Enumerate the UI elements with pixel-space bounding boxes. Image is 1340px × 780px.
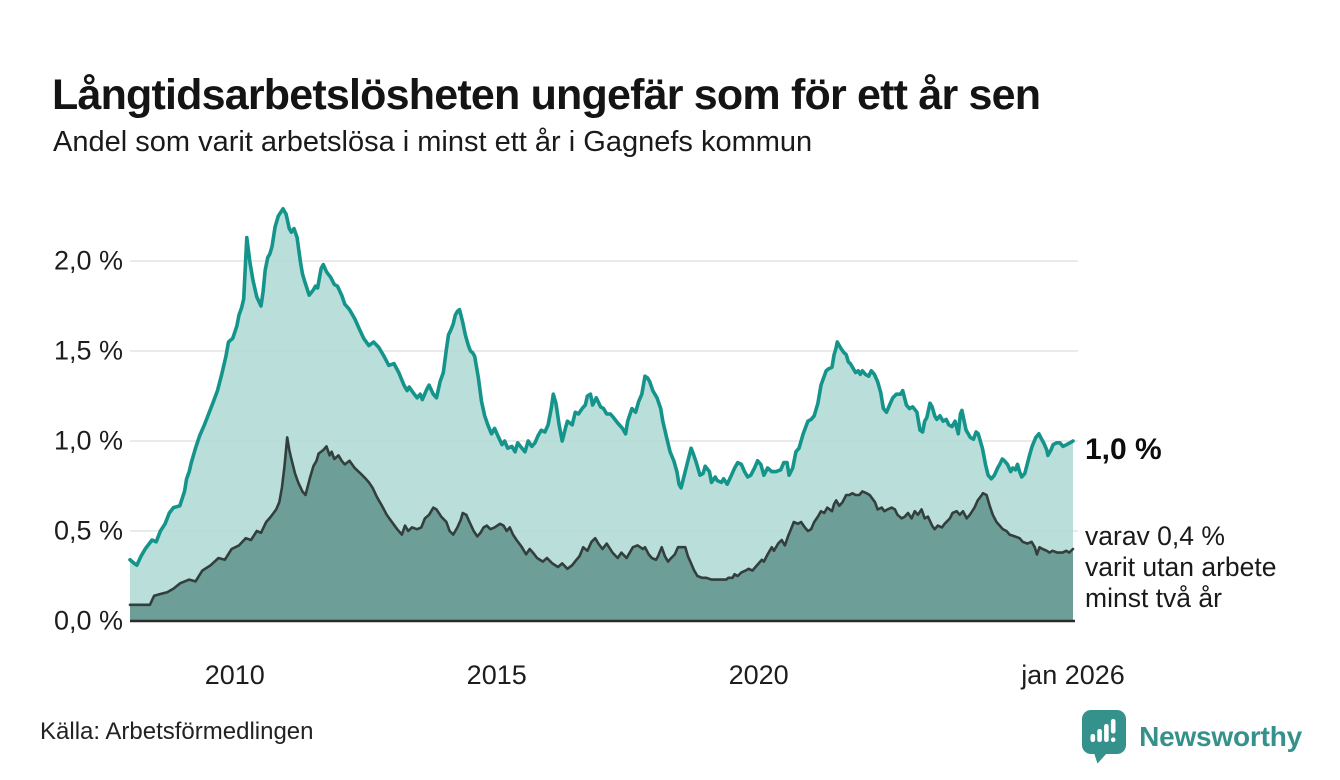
newsworthy-logo-text: Newsworthy <box>1139 721 1302 752</box>
annotation-line: minst två år <box>1085 583 1222 613</box>
x-axis-label: jan 2026 <box>1021 660 1125 690</box>
x-axis-label: 2020 <box>728 660 789 690</box>
newsworthy-logo-icon <box>1082 710 1127 764</box>
y-axis-label: 2,0 % <box>53 245 123 276</box>
y-axis-label: 0,5 % <box>53 515 123 546</box>
newsworthy-logo: Newsworthy <box>1081 710 1302 764</box>
annotation-line: varav 0,4 % <box>1085 521 1225 551</box>
source-text: Källa: Arbetsförmedlingen <box>40 718 314 745</box>
series-end-value-label: 1,0 % <box>1085 433 1162 466</box>
y-axis-label: 1,0 % <box>53 425 123 456</box>
annotation-line: varit utan arbete <box>1085 552 1277 582</box>
y-axis-label: 1,5 % <box>53 335 123 366</box>
page-title: Långtidsarbetslösheten ungefär som för e… <box>52 70 1041 119</box>
x-axis-label: 2015 <box>466 660 527 690</box>
y-axis-label: 0,0 % <box>53 605 123 636</box>
series-annotation: varav 0,4 % varit utan arbete minst två … <box>1085 521 1277 614</box>
chart-subtitle: Andel som varit arbetslösa i minst ett å… <box>53 126 813 158</box>
x-axis-label: 2010 <box>204 660 265 690</box>
